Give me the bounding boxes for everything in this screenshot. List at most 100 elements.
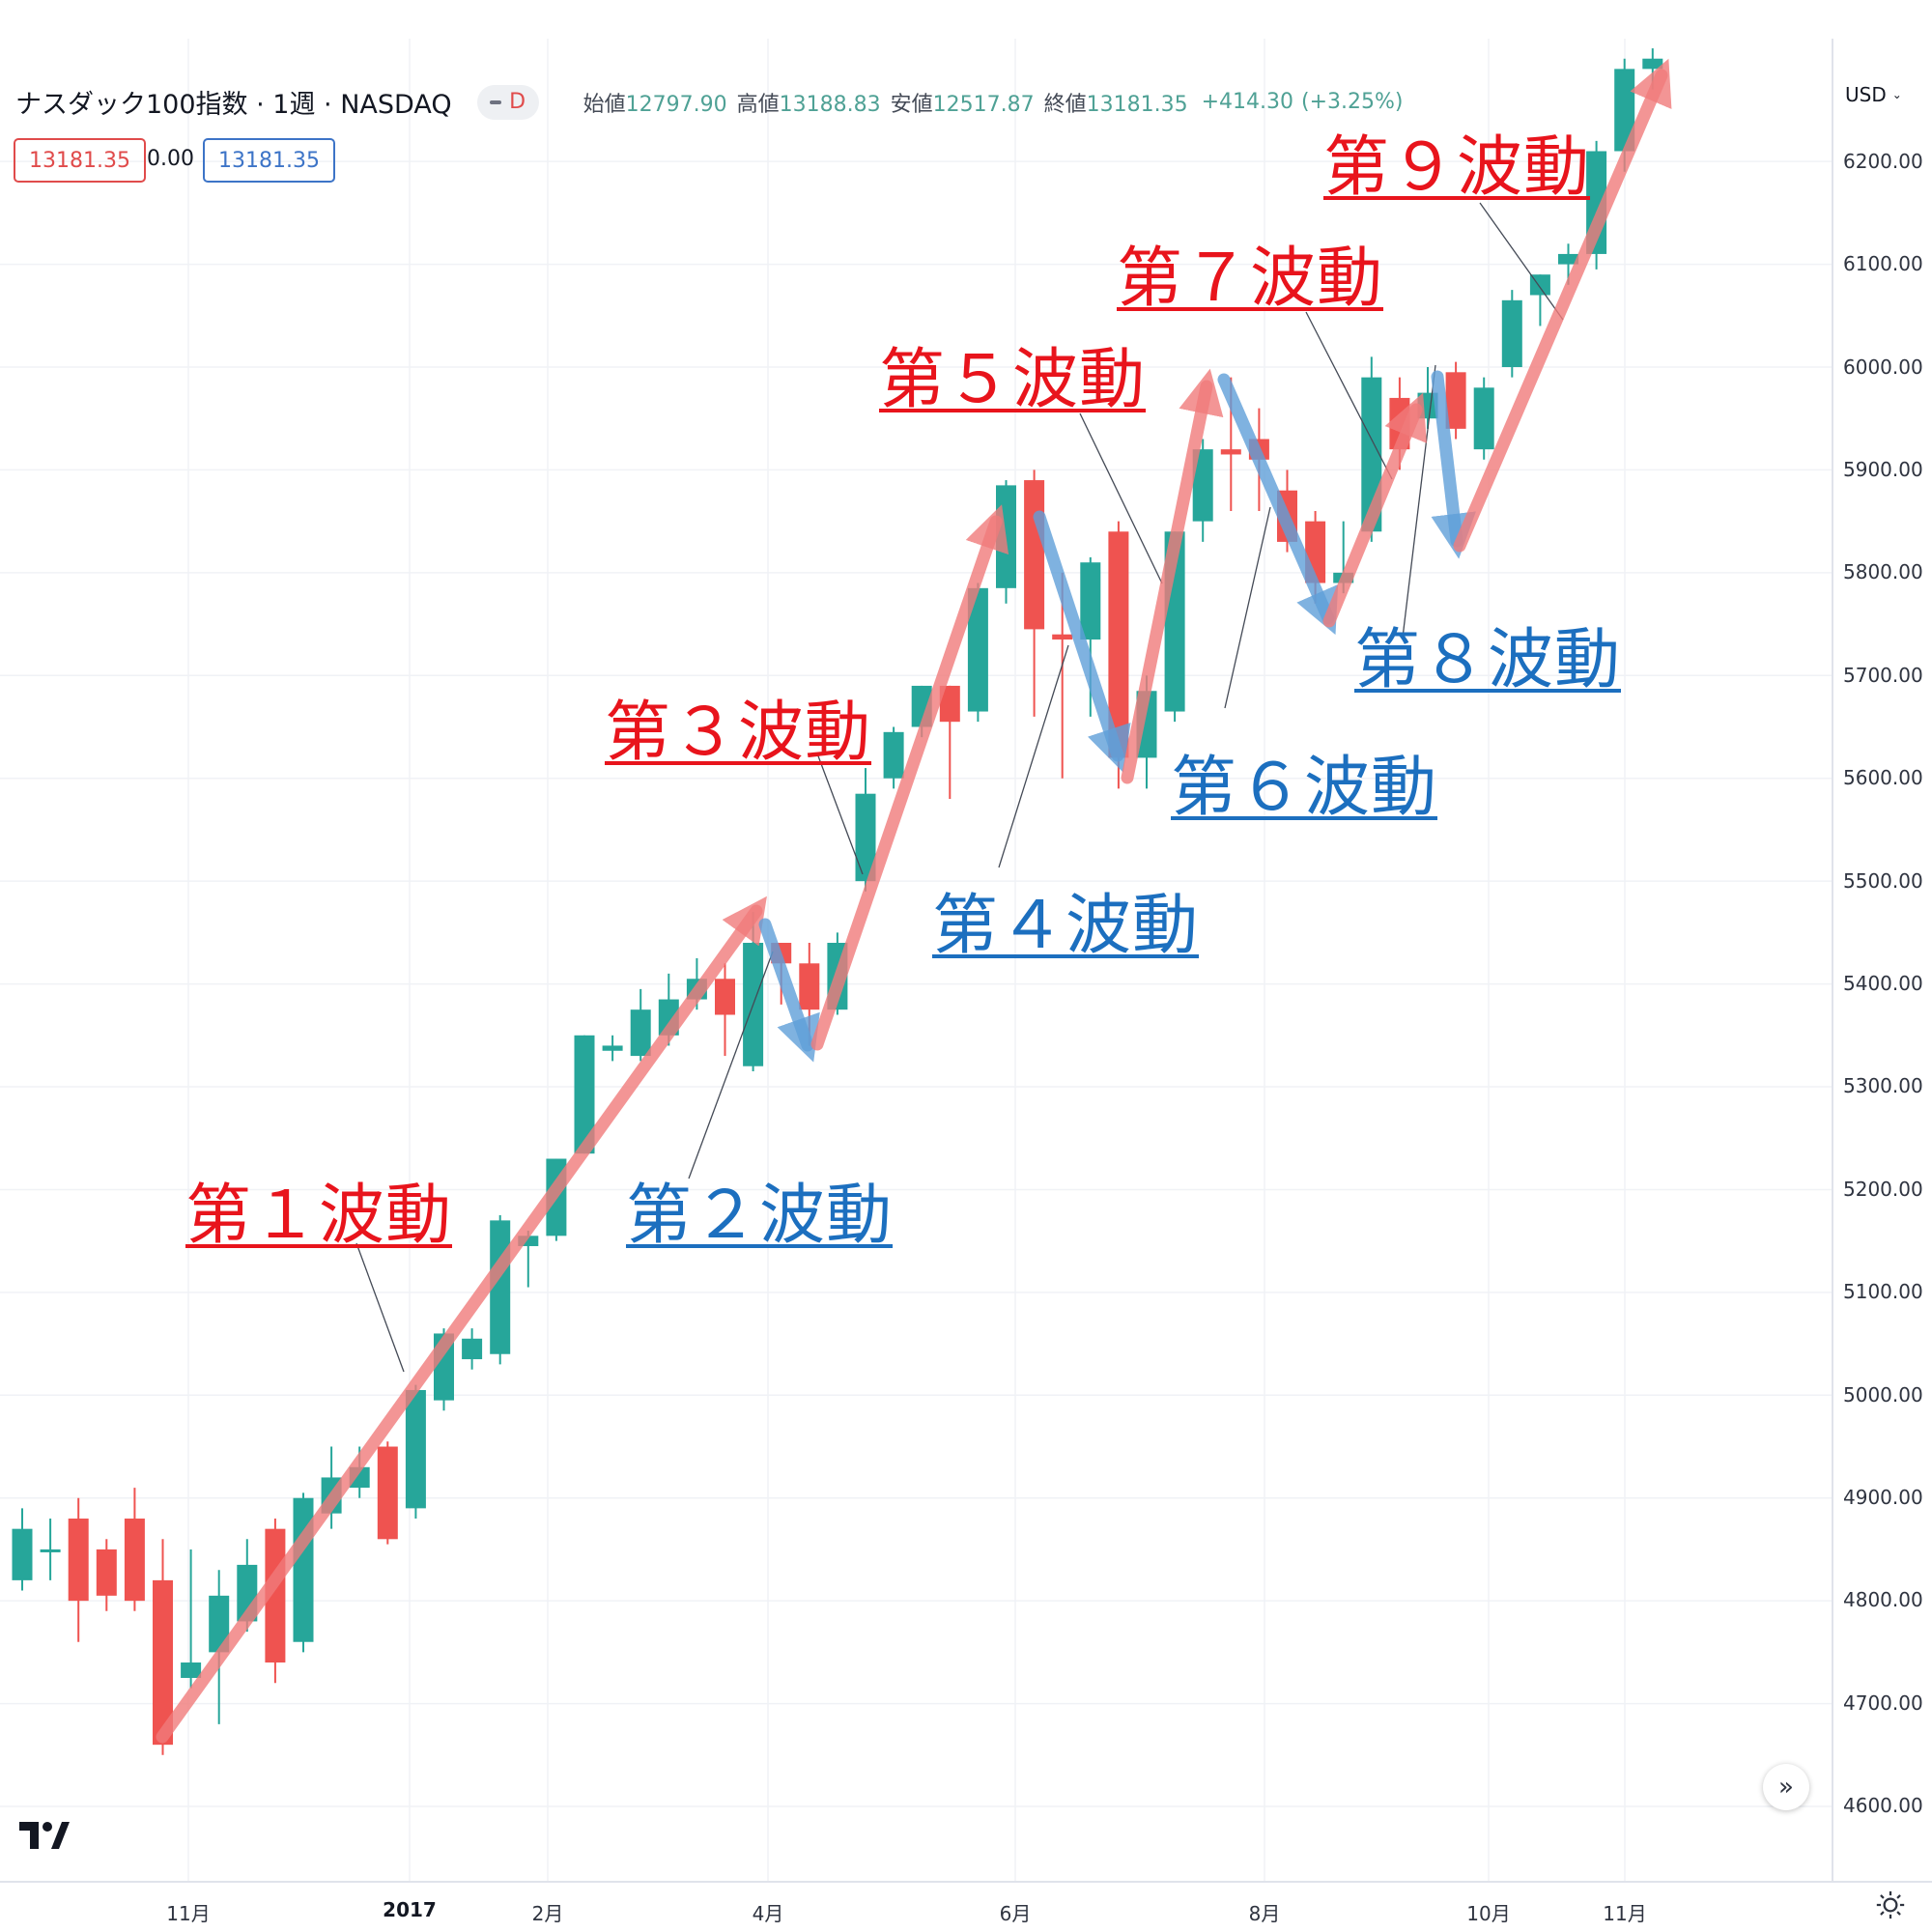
label-leader-lines (355, 202, 1564, 1373)
candle-body (1024, 480, 1045, 630)
ohlc-low: 安値12517.87 (890, 92, 1035, 117)
candle (405, 1384, 426, 1520)
candle-body (630, 1009, 651, 1057)
candle-body (124, 1519, 145, 1602)
candle-body (1220, 449, 1241, 455)
candle-body (1473, 387, 1494, 450)
candle (40, 1519, 61, 1580)
candle-body (405, 1389, 426, 1509)
candle (1024, 469, 1045, 717)
price-change: +414.30 (1201, 90, 1293, 114)
candle-body (209, 1595, 230, 1653)
candle-body (1558, 253, 1578, 265)
candle (574, 1035, 595, 1154)
leader-line (688, 951, 774, 1179)
minus-icon (490, 99, 502, 104)
candle (715, 963, 735, 1057)
gear-icon[interactable] (1874, 1889, 1907, 1921)
wave-label-4: 第４波動 (932, 888, 1200, 964)
y-tick-label: 5200.00 (1843, 1178, 1923, 1201)
currency-selector[interactable]: USD ⌄ (1845, 83, 1902, 106)
ohlc-open: 始値12797.90 (582, 92, 727, 117)
y-tick-label: 6200.00 (1843, 150, 1923, 173)
data-pill[interactable]: D (476, 84, 539, 120)
y-tick-label: 5900.00 (1843, 458, 1923, 481)
candle (462, 1328, 483, 1370)
x-tick-label: 6月 (999, 1902, 1032, 1925)
price-change-percent: (+3.25%) (1301, 90, 1404, 114)
x-tick-label: 11月 (166, 1902, 211, 1925)
candles (12, 48, 1663, 1755)
wave-label-9: 第９波動 (1323, 129, 1591, 206)
leader-line (1079, 412, 1163, 584)
candle-body (181, 1662, 202, 1678)
wave-label-1: 第１波動 (185, 1178, 453, 1254)
candle (1052, 572, 1073, 779)
wave-arrows (156, 58, 1672, 1744)
candle (12, 1508, 33, 1591)
wave-arrow-down (1033, 510, 1131, 773)
wave-label-2: 第２波動 (626, 1178, 894, 1254)
candle-body (939, 685, 960, 723)
price-input-red[interactable]: 13181.35 (14, 138, 146, 183)
x-tick-label: 10月 (1466, 1902, 1511, 1925)
candle (996, 480, 1016, 604)
chart-header: ナスダック100指数 · 1週 · NASDAQ D 始値12797.90 高値… (15, 83, 1404, 121)
wave-label-7: 第７波動 (1117, 241, 1384, 317)
y-tick-label: 5600.00 (1843, 766, 1923, 789)
leader-line (1479, 202, 1564, 321)
candle-body (799, 963, 820, 1010)
candle (153, 1539, 173, 1755)
leader-line (1402, 364, 1436, 639)
chevron-down-icon: ⌄ (1891, 88, 1902, 101)
wave-arrow-up (156, 895, 767, 1744)
candle (855, 768, 876, 892)
candle (518, 1231, 539, 1288)
x-tick-label: 2月 (531, 1902, 564, 1925)
candle (293, 1492, 314, 1653)
candle (1192, 439, 1213, 542)
currency-label: USD (1845, 83, 1887, 106)
ohlc-values: 始値12797.90 高値13188.83 安値12517.87 終値13181… (583, 87, 1188, 118)
candle-body (12, 1528, 33, 1580)
x-tick-label: 8月 (1248, 1902, 1281, 1925)
tradingview-logo[interactable] (19, 1820, 70, 1851)
wave-arrow-up (1121, 368, 1224, 784)
candle-body (518, 1236, 539, 1246)
wave-arrow-up (1453, 58, 1672, 553)
candle (1501, 290, 1522, 378)
candle-body (1108, 531, 1129, 758)
candle-body (293, 1497, 314, 1642)
candle-body (1501, 299, 1522, 367)
candle-body (153, 1579, 173, 1746)
leader-line (355, 1242, 405, 1373)
candle-body (1642, 58, 1663, 70)
wave-label-6: 第６波動 (1171, 750, 1438, 826)
wave-label-5: 第５波動 (879, 342, 1147, 418)
candle-body (1445, 372, 1466, 429)
candle-body (377, 1446, 398, 1540)
scroll-to-realtime-button[interactable]: » (1763, 1764, 1809, 1810)
x-tick-label: 2017 (383, 1898, 437, 1921)
leader-line (1305, 311, 1393, 480)
candle (209, 1570, 230, 1724)
candle (630, 988, 651, 1062)
candle (265, 1519, 286, 1684)
candle-body (1192, 449, 1213, 522)
candle-body (1052, 634, 1073, 640)
candle (1445, 361, 1466, 440)
candle-body (883, 731, 904, 779)
symbol-title[interactable]: ナスダック100指数 · 1週 · NASDAQ (15, 90, 452, 120)
price-zero: 0.00 (147, 147, 194, 171)
price-input-blue[interactable]: 13181.35 (203, 138, 335, 183)
y-tick-label: 4800.00 (1843, 1588, 1923, 1611)
candle (68, 1497, 89, 1642)
candle (96, 1539, 117, 1611)
candle-body (967, 587, 988, 712)
candle (883, 726, 904, 789)
candle-body (1614, 69, 1635, 152)
candle-body (40, 1548, 61, 1552)
candle (602, 1035, 623, 1062)
y-tick-label: 5700.00 (1843, 664, 1923, 687)
